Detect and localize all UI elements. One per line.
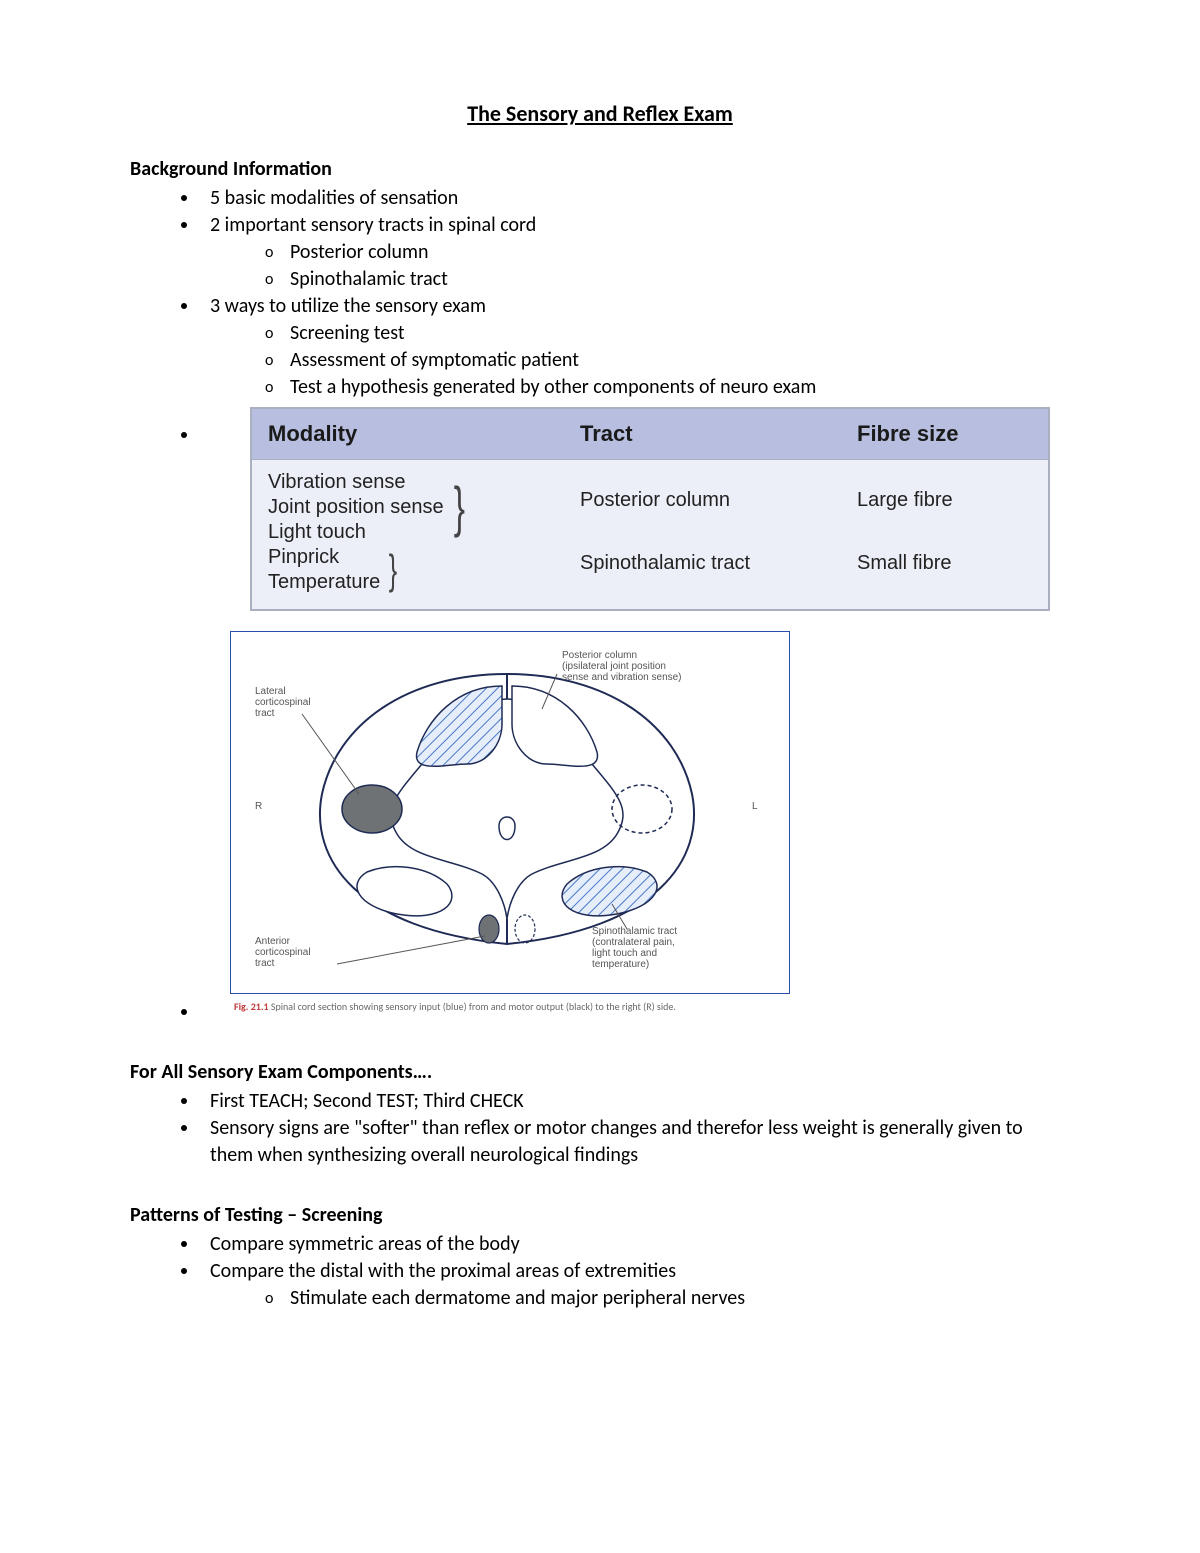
list-item-label: 2 important sensory tracts in spinal cor…	[210, 213, 536, 237]
heading-patterns: Patterns of Testing – Screening	[130, 1203, 1070, 1227]
th-tract: Tract	[564, 409, 841, 459]
brace-icon: }	[389, 551, 397, 589]
td-tract: Posterior column Spinothalamic tract	[564, 460, 841, 609]
page-title: The Sensory and Reflex Exam	[130, 100, 1070, 127]
sublist-patterns: Stimulate each dermatome and major perip…	[210, 1285, 1070, 1312]
list-item-empty: Modality Tract Fibre size Vibration sens…	[200, 407, 1070, 611]
list-background: 5 basic modalities of sensation 2 import…	[130, 185, 1070, 611]
list-item-label: Compare the distal with the proximal are…	[210, 1259, 676, 1283]
td-fibre: Large fibre Small fibre	[841, 460, 1048, 609]
tract-value: Spinothalamic tract	[580, 533, 825, 594]
list-for-all: First TEACH; Second TEST; Third CHECK Se…	[130, 1088, 1070, 1169]
list-item: 5 basic modalities of sensation	[200, 185, 1070, 212]
list-item: Compare symmetric areas of the body	[200, 1231, 1070, 1258]
figure-row: Lateral corticospinal tract R L Posterio…	[130, 621, 1070, 1015]
fig-label-L: L	[752, 801, 758, 812]
fig-label-lat-cort: Lateral corticospinal tract	[255, 686, 313, 719]
sublist-item: Test a hypothesis generated by other com…	[265, 374, 1070, 401]
sublist-item: Spinothalamic tract	[265, 266, 1070, 293]
list-item: 2 important sensory tracts in spinal cor…	[200, 212, 1070, 293]
sublist-ways: Screening test Assessment of symptomatic…	[210, 320, 1070, 401]
spinal-cord-diagram: Lateral corticospinal tract R L Posterio…	[247, 644, 767, 974]
list-item-label: 3 ways to utilize the sensory exam	[210, 294, 486, 318]
sublist-item: Assessment of symptomatic patient	[265, 347, 1070, 374]
modality-item: Pinprick	[268, 545, 380, 570]
modality-item: Temperature	[268, 570, 380, 595]
list-item: First TEACH; Second TEST; Third CHECK	[200, 1088, 1070, 1115]
brace-icon: }	[453, 482, 464, 532]
figure-caption-text: Spinal cord section showing sensory inpu…	[271, 1000, 676, 1013]
fibre-value: Small fibre	[857, 533, 1032, 594]
modality-group-2: Pinprick Temperature }	[268, 545, 548, 595]
list-item: 3 ways to utilize the sensory exam Scree…	[200, 293, 1070, 401]
list-item: Compare the distal with the proximal are…	[200, 1258, 1070, 1312]
heading-for-all: For All Sensory Exam Components….	[130, 1060, 1070, 1084]
figure-caption: Fig. 21.1 Spinal cord section showing se…	[230, 1000, 790, 1013]
figure-ref: Fig. 21.1	[234, 1000, 269, 1013]
fig-label-spino: Spinothalamic tract (contralateral pain,…	[592, 926, 680, 970]
fig-label-ant-cort: Anterior corticospinal tract	[255, 936, 313, 969]
modality-table: Modality Tract Fibre size Vibration sens…	[250, 407, 1050, 611]
spinal-cord-figure: Lateral corticospinal tract R L Posterio…	[230, 631, 790, 1013]
th-modality: Modality	[252, 409, 564, 459]
modality-item: Joint position sense	[268, 495, 444, 520]
modality-group-1: Vibration sense Joint position sense Lig…	[268, 470, 548, 545]
modality-item: Light touch	[268, 520, 444, 545]
fig-label-post-col: Posterior column (ipsilateral joint posi…	[562, 650, 682, 683]
sublist-item: Posterior column	[265, 239, 1070, 266]
th-fibre: Fibre size	[841, 409, 1048, 459]
document-page: The Sensory and Reflex Exam Background I…	[0, 0, 1200, 1553]
td-modality: Vibration sense Joint position sense Lig…	[252, 460, 564, 609]
figure-box: Lateral corticospinal tract R L Posterio…	[230, 631, 790, 994]
table-body: Vibration sense Joint position sense Lig…	[252, 460, 1048, 609]
fig-label-R: R	[255, 801, 262, 812]
sublist-tracts: Posterior column Spinothalamic tract	[210, 239, 1070, 293]
heading-background: Background Information	[130, 157, 1070, 181]
modality-item: Vibration sense	[268, 470, 444, 495]
tract-value: Posterior column	[580, 470, 825, 531]
sublist-item: Stimulate each dermatome and major perip…	[265, 1285, 1070, 1312]
sublist-item: Screening test	[265, 320, 1070, 347]
list-item: Sensory signs are "softer" than reflex o…	[200, 1115, 1070, 1169]
fibre-value: Large fibre	[857, 470, 1032, 531]
list-patterns: Compare symmetric areas of the body Comp…	[130, 1231, 1070, 1312]
table-header-row: Modality Tract Fibre size	[252, 409, 1048, 460]
